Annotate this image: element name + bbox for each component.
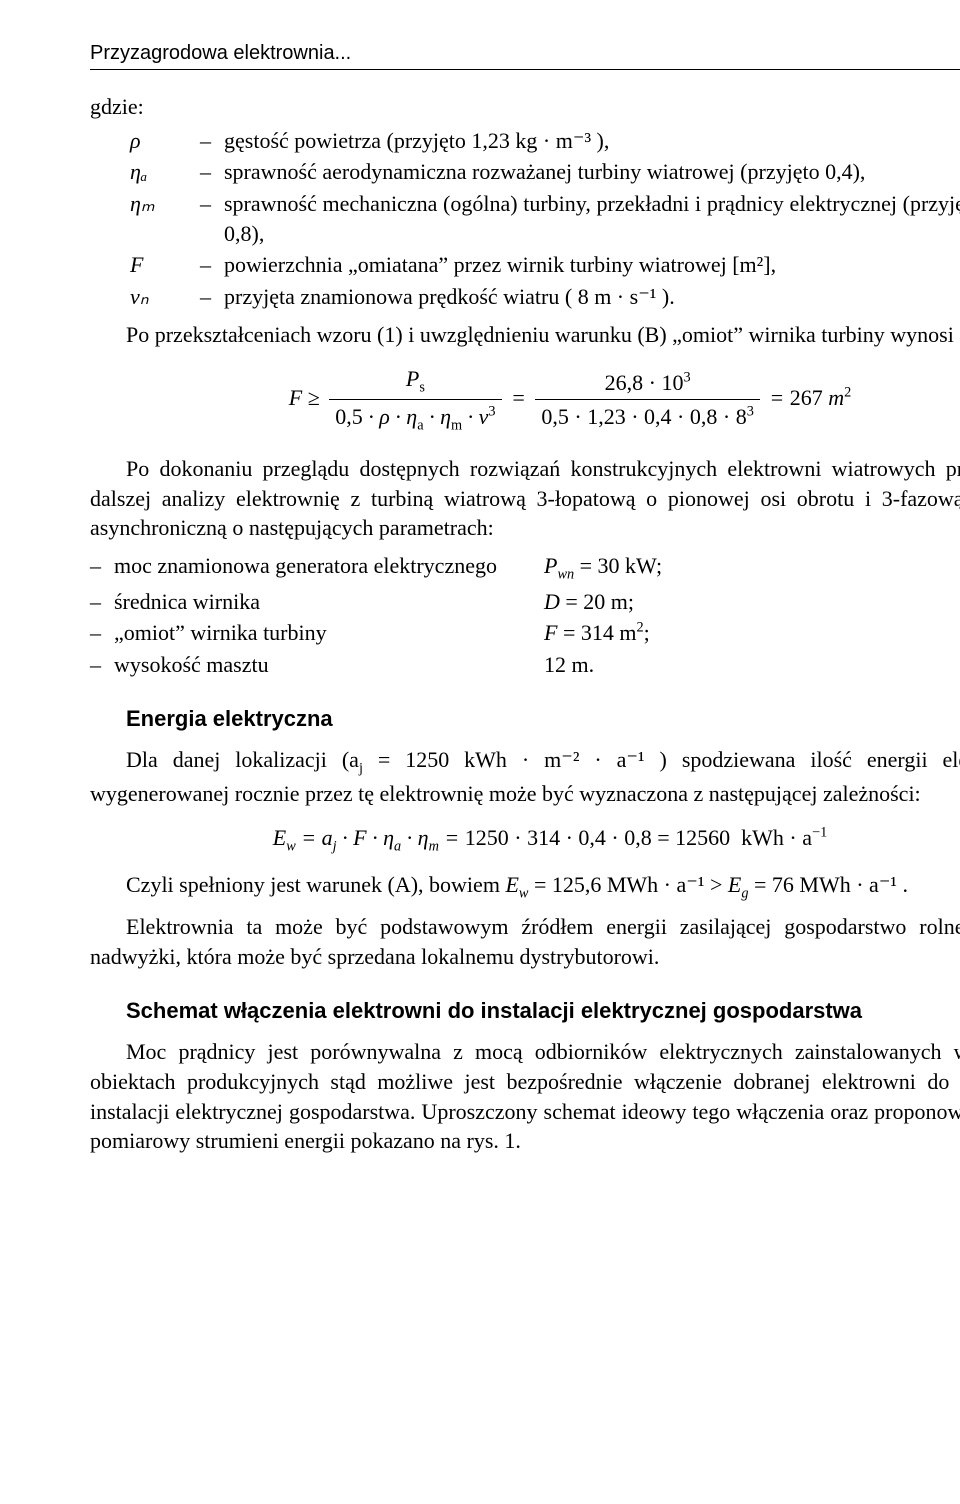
running-header: Przyzagrodowa elektrownia...: [90, 40, 960, 67]
parameter-list: – moc znamionowa generatora elektryczneg…: [90, 551, 960, 680]
equation-2-body: Ew = aj · F · ηa · ηm = 1250 · 314 · 0,4…: [90, 823, 960, 857]
equation-2: Ew = aj · F · ηa · ηm = 1250 · 314 · 0,4…: [90, 823, 960, 857]
def-row: ηₐ – sprawność aerodynamiczna rozważanej…: [90, 157, 960, 187]
param-value: D = 20 m;: [544, 587, 960, 617]
def-text: sprawność aerodynamiczna rozważanej turb…: [224, 157, 960, 187]
energy-p2-b: = 125,6 MWh · a⁻¹ >: [528, 872, 727, 897]
paragraph-after-defs: Po przekształceniach wzoru (1) i uwzględ…: [90, 320, 960, 350]
def-symbol: ηₘ: [90, 189, 200, 219]
def-row: vₙ – przyjęta znamionowa prędkość wiatru…: [90, 282, 960, 312]
def-text: sprawność mechaniczna (ogólna) turbiny, …: [224, 189, 960, 248]
formula-eq1: =: [511, 385, 531, 410]
energy-p2-a: Czyli spełniony jest warunek (A), bowiem: [126, 872, 505, 897]
paragraph-params-intro: Po dokonaniu przeglądu dostępnych rozwią…: [90, 454, 960, 543]
def-row: F – powierzchnia „omiatana” przez wirnik…: [90, 250, 960, 280]
def-row: ηₘ – sprawność mechaniczna (ogólna) turb…: [90, 189, 960, 248]
def-symbol: vₙ: [90, 282, 200, 312]
definitions-block: gdzie: ρ – gęstość powietrza (przyjęto 1…: [90, 92, 960, 312]
param-label: średnica wirnika: [114, 587, 544, 617]
def-dash: –: [200, 250, 224, 280]
section-heading-energy: Energia elektryczna: [90, 704, 960, 734]
def-text: przyjęta znamionowa prędkość wiatru ( 8 …: [224, 282, 960, 312]
param-row: – moc znamionowa generatora elektryczneg…: [90, 551, 960, 585]
fraction-2: 26,8 · 103 0,5 · 1,23 · 0,4 · 0,8 · 83: [535, 368, 759, 432]
def-text: powierzchnia „omiatana” przez wirnik tur…: [224, 250, 960, 280]
param-dash: –: [90, 618, 114, 648]
param-label: „omiot” wirnika turbiny: [114, 618, 544, 648]
def-symbol: F: [90, 250, 200, 280]
param-row: – „omiot” wirnika turbiny F = 314 m2;: [90, 618, 960, 648]
param-dash: –: [90, 587, 114, 617]
param-label: wysokość masztu: [114, 650, 544, 680]
formula-lhs: F ≥: [289, 385, 326, 410]
energy-paragraph-2: Czyli spełniony jest warunek (A), bowiem…: [90, 870, 960, 904]
fraction-1: Ps 0,5 · ρ · ηa · ηm · v3: [329, 364, 501, 436]
page-number: 217: [90, 1190, 960, 1220]
param-value: 12 m.: [544, 650, 960, 680]
param-row: – wysokość masztu 12 m.: [90, 650, 960, 680]
def-symbol: ρ: [90, 126, 200, 156]
scheme-paragraph-1: Moc prądnicy jest porównywalna z mocą od…: [90, 1037, 960, 1156]
frac2-den: 0,5 · 1,23 · 0,4 · 0,8 · 83: [535, 400, 759, 432]
header-rule: [90, 69, 960, 70]
formula-F: F ≥ Ps 0,5 · ρ · ηa · ηm · v3 = 26,8 · 1…: [90, 364, 960, 436]
def-dash: –: [200, 282, 224, 312]
param-dash: –: [90, 650, 114, 680]
energy-paragraph-3: Elektrownia ta może być podstawowym źród…: [90, 912, 960, 971]
frac2-num: 26,8 · 103: [535, 368, 759, 401]
param-dash: –: [90, 551, 114, 585]
energy-p2-c: = 76 MWh · a⁻¹ .: [749, 872, 909, 897]
formula-rhs: = 267 m2: [769, 385, 851, 410]
def-row: ρ – gęstość powietrza (przyjęto 1,23 kg …: [90, 126, 960, 156]
param-label: moc znamionowa generatora elektrycznego: [114, 551, 544, 585]
param-value: F = 314 m2;: [544, 618, 960, 648]
energy-paragraph-1: Dla danej lokalizacji (aj = 1250 kWh · m…: [90, 745, 960, 808]
def-dash: –: [200, 157, 224, 187]
def-symbol: ηₐ: [90, 157, 200, 187]
energy-p1-a: Dla danej lokalizacji (a: [126, 747, 359, 772]
param-row: – średnica wirnika D = 20 m;: [90, 587, 960, 617]
frac1-num: Ps: [329, 364, 501, 401]
frac1-den: 0,5 · ρ · ηa · ηm · v3: [329, 400, 501, 436]
def-text: gęstość powietrza (przyjęto 1,23 kg · m⁻…: [224, 126, 960, 156]
section-heading-scheme: Schemat włączenia elektrowni do instalac…: [90, 996, 960, 1026]
def-dash: –: [200, 126, 224, 156]
where-label: gdzie:: [90, 92, 960, 122]
def-dash: –: [200, 189, 224, 219]
param-value: Pwn = 30 kW;: [544, 551, 960, 585]
